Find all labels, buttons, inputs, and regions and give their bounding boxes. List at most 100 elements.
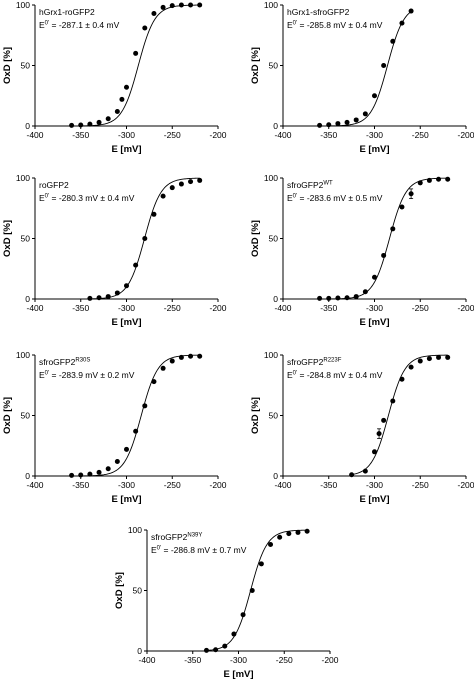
x-tick-label: -400 bbox=[274, 480, 291, 490]
x-tick-label: -400 bbox=[26, 130, 43, 140]
x-tick-label: -350 bbox=[72, 130, 89, 140]
data-point bbox=[69, 122, 75, 128]
y-tick-label: 0 bbox=[273, 294, 278, 304]
data-point bbox=[399, 376, 405, 382]
data-point bbox=[436, 354, 442, 360]
y-axis-title: OxD [%] bbox=[114, 572, 125, 609]
panel-title: roGFP2 bbox=[39, 180, 69, 190]
data-point bbox=[408, 191, 414, 197]
data-point bbox=[381, 63, 387, 68]
x-tick-label: -300 bbox=[366, 303, 383, 313]
data-point bbox=[426, 177, 432, 183]
data-point bbox=[160, 365, 166, 371]
data-point bbox=[178, 2, 184, 8]
data-point bbox=[105, 466, 111, 472]
data-point bbox=[286, 531, 292, 537]
data-point bbox=[326, 295, 332, 301]
y-axis-title: OxD [%] bbox=[250, 220, 261, 257]
x-tick-label: -400 bbox=[274, 303, 291, 313]
data-point bbox=[133, 428, 139, 434]
x-tick-label: -250 bbox=[164, 480, 181, 490]
data-point bbox=[213, 647, 219, 653]
data-point bbox=[142, 403, 148, 409]
x-tick-label: -300 bbox=[118, 303, 135, 313]
data-point bbox=[231, 631, 237, 637]
data-point bbox=[390, 38, 396, 44]
data-point bbox=[344, 295, 350, 301]
data-point bbox=[96, 295, 102, 301]
panel-title: sfroGFP2R223F bbox=[287, 357, 342, 367]
y-tick-label: 100 bbox=[16, 173, 30, 183]
midpoint-annotation: E0' = -286.8 mV ± 0.7 mV bbox=[151, 545, 247, 555]
x-tick-label: -350 bbox=[72, 303, 89, 313]
chart-panel-7: -400 -350 -300 -250 -200 0 50 100 E [mV] OxD [%] s… bbox=[114, 525, 339, 680]
x-axis-title: E [mV] bbox=[359, 144, 389, 155]
data-point bbox=[114, 290, 120, 296]
y-axis-title: OxD [%] bbox=[2, 397, 13, 434]
x-tick-label: -350 bbox=[184, 655, 201, 665]
data-point bbox=[417, 180, 423, 186]
data-point bbox=[399, 20, 405, 26]
data-point bbox=[295, 529, 301, 535]
y-tick-label: 50 bbox=[133, 586, 143, 596]
x-tick-label: -200 bbox=[457, 480, 474, 490]
data-point bbox=[417, 358, 423, 364]
x-tick-label: -300 bbox=[366, 480, 383, 490]
y-tick-label: 0 bbox=[25, 294, 30, 304]
x-tick-label: -350 bbox=[72, 480, 89, 490]
y-tick-label: 50 bbox=[269, 234, 279, 244]
panel-title: sfroGFP2R30S bbox=[39, 357, 90, 367]
x-tick-label: -300 bbox=[118, 130, 135, 140]
y-tick-label: 50 bbox=[21, 411, 31, 421]
data-point bbox=[353, 294, 359, 300]
fit-curve bbox=[319, 11, 412, 127]
y-tick-label: 50 bbox=[21, 61, 31, 71]
data-point bbox=[203, 647, 209, 653]
x-tick-label: -300 bbox=[118, 480, 135, 490]
y-tick-label: 0 bbox=[25, 121, 30, 131]
y-tick-label: 50 bbox=[21, 234, 31, 244]
data-point bbox=[436, 176, 442, 182]
x-tick-label: -200 bbox=[457, 303, 474, 313]
data-point bbox=[160, 193, 166, 199]
x-tick-label: -300 bbox=[230, 655, 247, 665]
data-point bbox=[317, 122, 323, 128]
data-point bbox=[304, 528, 310, 534]
data-point bbox=[169, 185, 175, 191]
data-point bbox=[151, 379, 157, 385]
data-point bbox=[362, 468, 368, 474]
chart-panel-5: -400 -350 -300 -250 -200 0 50 100 E [mV] OxD [%] s… bbox=[2, 350, 227, 505]
data-point bbox=[87, 471, 93, 477]
y-tick-label: 100 bbox=[264, 0, 278, 10]
x-tick-label: -400 bbox=[138, 655, 155, 665]
data-point bbox=[240, 612, 246, 618]
data-point bbox=[114, 458, 120, 464]
data-point bbox=[326, 122, 332, 128]
x-axis-title: E [mV] bbox=[111, 144, 141, 155]
data-point bbox=[408, 8, 414, 14]
midpoint-annotation: E0' = -280.3 mV ± 0.4 mV bbox=[39, 193, 135, 203]
x-axis-title: E [mV] bbox=[223, 669, 253, 680]
chart-panel-3: -400 -350 -300 -250 -200 0 50 100 E [mV] OxD [%] r… bbox=[2, 173, 227, 328]
data-point bbox=[381, 417, 387, 423]
data-point bbox=[96, 469, 102, 475]
fit-curve bbox=[71, 354, 200, 477]
data-point bbox=[362, 289, 368, 295]
data-point bbox=[133, 50, 139, 56]
x-tick-label: -200 bbox=[209, 130, 226, 140]
data-point bbox=[188, 2, 194, 8]
chart-panel-6: -400 -350 -300 -250 -200 0 50 100 E [mV] OxD [%] s… bbox=[250, 350, 474, 505]
data-point bbox=[249, 588, 255, 593]
data-point bbox=[69, 472, 75, 478]
x-tick-label: -200 bbox=[457, 130, 474, 140]
data-point bbox=[160, 4, 166, 10]
data-point bbox=[222, 643, 228, 649]
data-point bbox=[124, 283, 129, 289]
y-tick-label: 50 bbox=[269, 61, 279, 71]
y-tick-label: 100 bbox=[264, 173, 278, 183]
data-point bbox=[78, 122, 84, 128]
panel-title: sfroGFP2N39Y bbox=[151, 532, 202, 542]
panel-title: sfroGFP2WT bbox=[287, 180, 333, 190]
x-tick-label: -350 bbox=[320, 130, 337, 140]
